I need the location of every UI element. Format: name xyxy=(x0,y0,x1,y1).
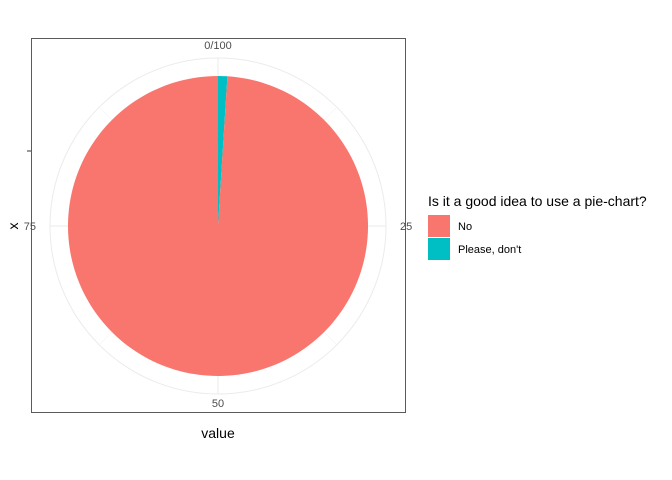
pie-slice-no xyxy=(67,76,369,376)
theta-tick-label: 75 xyxy=(24,221,36,233)
legend-title: Is it a good idea to use a pie-chart? xyxy=(428,193,647,209)
legend-swatch xyxy=(428,215,450,237)
legend-swatch xyxy=(428,238,450,260)
theta-tick-label: 50 xyxy=(212,398,224,410)
y-axis-title: x xyxy=(5,223,21,230)
plot-panel: 0/100 25 50 75 xyxy=(24,38,413,413)
pie-slice-please-don-t xyxy=(218,76,228,226)
pie-slices xyxy=(67,76,369,376)
theta-tick-labels: 0/100 25 50 75 xyxy=(24,40,413,410)
theta-tick-label: 0/100 xyxy=(204,40,232,52)
x-axis-title: value xyxy=(201,425,235,441)
legend-label: Please, don't xyxy=(458,244,521,256)
legend-label: No xyxy=(458,221,472,233)
theta-tick-label: 25 xyxy=(400,221,412,233)
legend-items: No Please, don't xyxy=(428,215,521,260)
legend: Is it a good idea to use a pie-chart? No… xyxy=(428,193,647,260)
